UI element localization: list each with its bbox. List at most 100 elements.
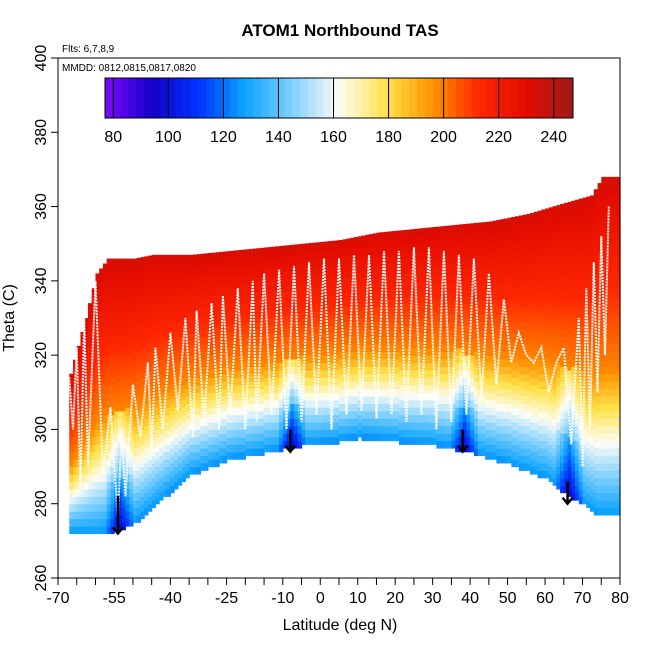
heatmap-cell — [470, 436, 475, 445]
heatmap-cell — [249, 269, 254, 278]
heatmap-cell — [605, 500, 610, 509]
heatmap-cell — [353, 388, 359, 397]
heatmap-cell — [297, 292, 303, 301]
heatmap-cell — [316, 243, 321, 252]
heatmap-cell — [309, 399, 314, 408]
heatmap-cell — [166, 451, 171, 460]
heatmap-cell — [350, 418, 355, 427]
heatmap-cell — [387, 418, 393, 427]
heatmap-cell — [129, 325, 134, 334]
heatmap-cell — [368, 262, 374, 271]
heatmap-cell — [260, 329, 265, 338]
heatmap-cell — [245, 284, 250, 293]
heatmap-cell — [586, 247, 591, 256]
heatmap-cell — [95, 273, 100, 282]
heatmap-cell — [110, 451, 115, 460]
heatmap-cell — [226, 310, 231, 319]
heatmap-cell — [383, 373, 389, 382]
heatmap-cell — [361, 269, 366, 278]
colorbar-swatch — [385, 78, 395, 118]
heatmap-cell — [395, 269, 400, 278]
heatmap-cell — [447, 284, 452, 293]
heatmap-cell — [518, 462, 524, 471]
heatmap-cell — [342, 418, 348, 427]
heatmap-cell — [339, 410, 344, 419]
heatmap-cell — [590, 325, 595, 334]
heatmap-cell — [192, 303, 198, 312]
heatmap-cell — [125, 340, 130, 349]
heatmap-cell — [503, 403, 509, 412]
heatmap-cell — [398, 266, 404, 275]
heatmap-cell — [196, 392, 201, 401]
heatmap-cell — [387, 396, 393, 405]
heatmap-cell — [267, 303, 273, 312]
heatmap-cell — [391, 403, 396, 412]
heatmap-cell — [69, 496, 74, 505]
heatmap-cell — [492, 228, 497, 237]
heatmap-cell — [387, 381, 393, 390]
heatmap-cell — [361, 262, 366, 271]
heatmap-cell — [432, 332, 438, 341]
heatmap-cell — [383, 254, 389, 263]
heatmap-cell — [608, 232, 614, 241]
heatmap-cell — [207, 362, 213, 371]
heatmap-cell — [132, 477, 138, 486]
heatmap-cell — [219, 388, 224, 397]
heatmap-cell — [413, 228, 419, 237]
heatmap-cell — [260, 425, 265, 434]
heatmap-cell — [264, 414, 269, 423]
heatmap-cell — [567, 459, 572, 468]
heatmap-cell — [170, 455, 175, 464]
heatmap-cell — [578, 303, 584, 312]
heatmap-cell — [425, 251, 430, 260]
heatmap-cell — [387, 284, 393, 293]
heatmap-cell — [200, 336, 205, 345]
heatmap-cell — [503, 247, 509, 256]
colorbar-swatch — [120, 78, 129, 118]
heatmap-cell — [140, 288, 145, 297]
heatmap-cell — [335, 295, 340, 304]
heatmap-cell — [76, 511, 82, 520]
heatmap-cell — [530, 236, 535, 245]
heatmap-cell — [294, 410, 299, 419]
heatmap-cell — [488, 228, 494, 237]
colorbar-swatch — [541, 78, 551, 118]
heatmap-cell — [567, 444, 572, 453]
heatmap-cell — [466, 295, 471, 304]
heatmap-cell — [605, 455, 610, 464]
heatmap-cell — [72, 436, 78, 445]
heatmap-cell — [575, 217, 580, 226]
heatmap-cell — [578, 288, 584, 297]
heatmap-cell — [110, 340, 115, 349]
heatmap-cell — [136, 500, 142, 509]
heatmap-cell — [166, 254, 171, 260]
heatmap-cell — [552, 381, 557, 390]
heatmap-cell — [76, 496, 82, 505]
heatmap-cell — [294, 358, 299, 367]
heatmap-cell — [507, 388, 512, 397]
heatmap-cell — [612, 195, 617, 204]
heatmap-cell — [488, 236, 494, 245]
heatmap-cell — [413, 266, 419, 275]
heatmap-cell — [387, 344, 393, 353]
heatmap-cell — [402, 251, 408, 260]
heatmap-cell — [552, 351, 557, 360]
heatmap-cell — [241, 451, 246, 460]
heatmap-cell — [136, 388, 142, 397]
heatmap-cell — [488, 325, 494, 334]
heatmap-cell — [320, 399, 325, 408]
heatmap-cell — [488, 340, 494, 349]
heatmap-cell — [129, 310, 134, 319]
heatmap-cell — [91, 414, 97, 423]
heatmap-cell — [571, 277, 576, 286]
heatmap-cell — [95, 347, 100, 356]
heatmap-cell — [571, 336, 576, 345]
heatmap-cell — [477, 240, 482, 249]
heatmap-cell — [290, 381, 295, 390]
heatmap-cell — [357, 310, 363, 319]
heatmap-cell — [578, 488, 584, 497]
heatmap-cell — [320, 370, 325, 379]
heatmap-cell — [518, 381, 524, 390]
heatmap-cell — [593, 240, 599, 249]
heatmap-cell — [556, 205, 561, 208]
